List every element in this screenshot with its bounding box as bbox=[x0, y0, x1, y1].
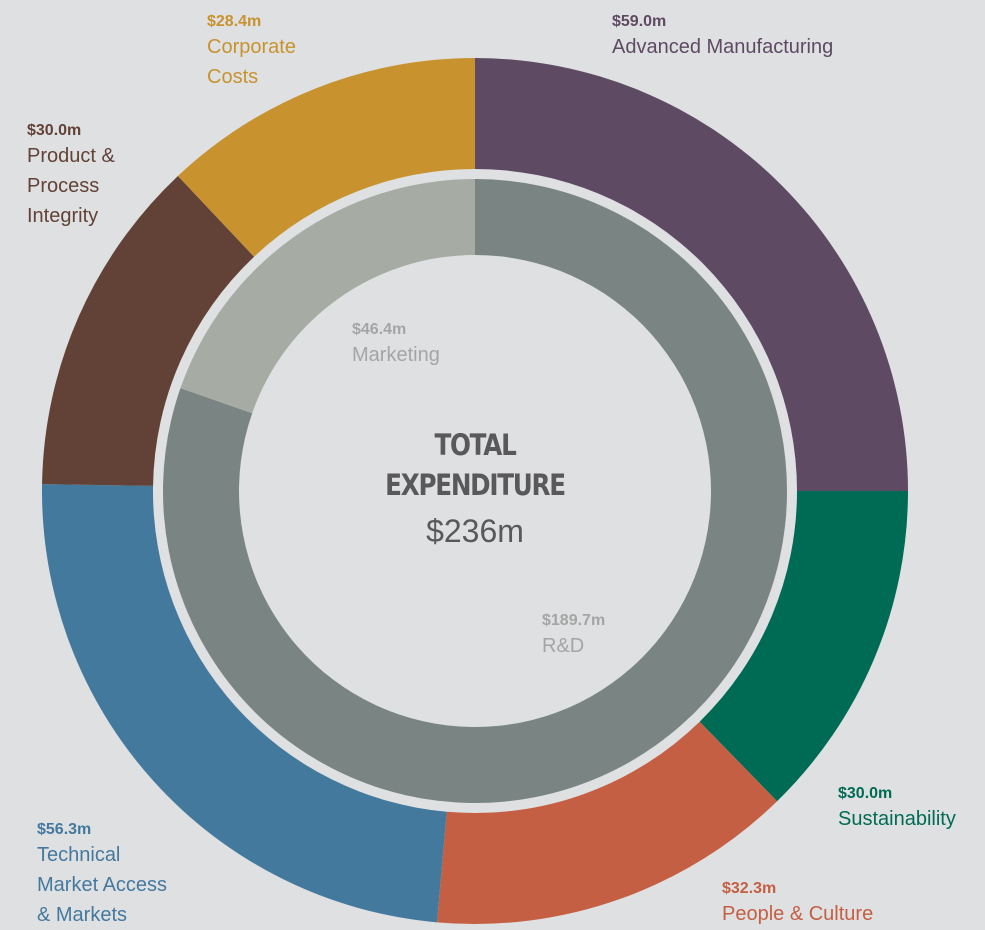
label-technical-market-access: $56.3m Technical Market Access & Markets bbox=[37, 820, 167, 930]
outer-slice-product-process-integrity bbox=[42, 175, 255, 486]
slice-name: Product & Process Integrity bbox=[27, 145, 115, 227]
label-product-process-integrity: $30.0m Product & Process Integrity bbox=[27, 121, 115, 231]
slice-name: People & Culture bbox=[722, 903, 874, 925]
outer-slice-people-culture bbox=[437, 721, 778, 924]
label-sustainability: $30.0m Sustainability bbox=[838, 784, 956, 834]
value-label: $189.7m bbox=[542, 612, 606, 629]
value-label: $28.4m bbox=[207, 13, 262, 30]
center-title-line1: TOTAL bbox=[434, 428, 516, 462]
value-label: $56.3m bbox=[37, 821, 92, 838]
outer-slice-sustainability bbox=[699, 491, 908, 802]
center-total: TOTAL EXPENDITURE $236m bbox=[325, 425, 625, 553]
value-label: $30.0m bbox=[27, 122, 82, 139]
label-marketing: $46.4m Marketing bbox=[352, 320, 440, 370]
label-corporate-costs: $28.4m Corporate Costs bbox=[207, 12, 296, 92]
outer-slice-corporate-costs bbox=[177, 58, 475, 257]
slice-name: Sustainability bbox=[838, 808, 956, 830]
label-people-culture: $32.3m People & Culture bbox=[722, 879, 873, 929]
outer-slice-technical-market-access-markets bbox=[42, 484, 447, 923]
slice-name: Advanced Manufacturing bbox=[612, 36, 834, 58]
slice-name: Corporate Costs bbox=[207, 36, 296, 88]
inner-slice-marketing bbox=[180, 179, 475, 414]
outer-slice-advanced-manufacturing bbox=[475, 58, 908, 491]
center-title-line2: EXPENDITURE bbox=[385, 468, 566, 502]
value-label: $59.0m bbox=[612, 13, 667, 30]
label-advanced-manufacturing: $59.0m Advanced Manufacturing bbox=[612, 12, 833, 62]
slice-name: R&D bbox=[542, 635, 585, 657]
label-rnd: $189.7m R&D bbox=[542, 611, 605, 661]
slice-name: Marketing bbox=[352, 344, 440, 366]
total-amount: $236m bbox=[426, 513, 524, 549]
value-label: $46.4m bbox=[352, 321, 407, 338]
value-label: $32.3m bbox=[722, 880, 777, 897]
value-label: $30.0m bbox=[838, 785, 893, 802]
slice-name: Technical Market Access & Markets bbox=[37, 844, 168, 926]
